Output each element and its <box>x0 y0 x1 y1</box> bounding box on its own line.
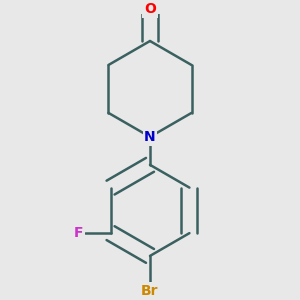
Text: Br: Br <box>141 284 159 298</box>
Text: F: F <box>74 226 83 240</box>
Text: O: O <box>144 2 156 16</box>
Text: N: N <box>144 130 156 144</box>
